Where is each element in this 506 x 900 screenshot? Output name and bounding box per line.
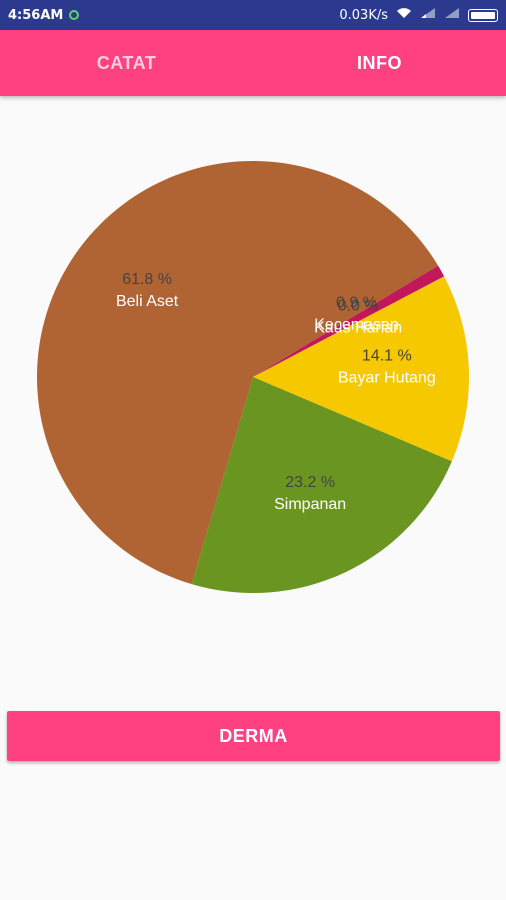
pie-slice-1 (253, 265, 445, 377)
slice-label-2: Kaus Harian (314, 320, 402, 337)
pie-chart: 61.8 % Beli Aset 0.9 % Kecemasan 0.0 % Kaus H… (37, 161, 470, 593)
wifi-icon (396, 7, 412, 23)
status-time: 4:56AM (8, 7, 64, 23)
signal-icon-2 (444, 7, 460, 23)
signal-icon-1 (420, 7, 436, 23)
tab-info[interactable]: INFO (357, 52, 402, 73)
battery-icon (468, 8, 498, 22)
slice-percent-0: 61.8 % (122, 271, 172, 288)
pie-slice-3 (253, 276, 470, 462)
network-speed: 0.03K/s (339, 7, 388, 23)
slice-label-1: Kecemasan (314, 317, 399, 334)
slice-percent-3: 14.1 % (362, 347, 412, 364)
status-bar: 4:56AM 0.03K/s (0, 0, 506, 30)
notification-icon (69, 10, 80, 20)
slice-label-3: Bayar Hutang (338, 369, 436, 386)
app-bar: CATAT INFO (0, 30, 506, 96)
pie-slice-0 (37, 161, 439, 585)
slice-label-4: Simpanan (274, 496, 346, 513)
slice-percent-4: 23.2 % (285, 474, 335, 491)
slice-percent-1: 0.9 % (336, 295, 377, 312)
derma-button[interactable]: DERMA (7, 711, 500, 761)
slice-label-0: Beli Aset (116, 293, 179, 310)
slice-percent-2: 0.0 % (338, 298, 379, 315)
tab-catat[interactable]: CATAT (96, 52, 157, 73)
pie-slice-4 (191, 377, 452, 593)
